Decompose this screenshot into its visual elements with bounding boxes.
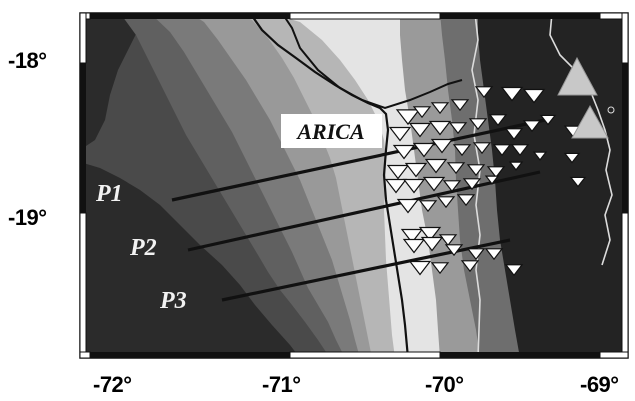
station-triangle bbox=[452, 144, 472, 157]
small-circle-marker bbox=[607, 106, 615, 114]
x-tick-label: -70° bbox=[425, 372, 464, 397]
station-triangle bbox=[522, 120, 542, 133]
station-triangle bbox=[532, 151, 548, 161]
station-triangle bbox=[510, 144, 530, 157]
station-triangle bbox=[456, 194, 476, 207]
station-triangle bbox=[386, 164, 410, 180]
station-triangle bbox=[384, 178, 408, 194]
station-triangle bbox=[484, 175, 500, 185]
station-triangle bbox=[420, 236, 444, 252]
station-triangle bbox=[504, 128, 524, 141]
station-triangle bbox=[396, 198, 420, 214]
station-triangle bbox=[446, 162, 466, 175]
station-triangle bbox=[408, 260, 432, 276]
station-triangle bbox=[569, 176, 587, 188]
coastline bbox=[249, 13, 410, 358]
profile-line-p1 bbox=[171, 118, 546, 202]
station-triangle bbox=[430, 262, 450, 275]
station-triangle bbox=[484, 248, 504, 261]
station-triangle bbox=[488, 114, 508, 127]
station-triangle bbox=[486, 166, 506, 179]
station-triangle bbox=[430, 102, 450, 115]
station-triangle bbox=[392, 144, 416, 160]
x-tick-label: -72° bbox=[93, 372, 132, 397]
profile-lines bbox=[171, 118, 546, 302]
city-label-box bbox=[281, 114, 382, 148]
profile-label-p3: P3 bbox=[159, 288, 187, 314]
station-triangle bbox=[522, 88, 546, 104]
station-triangle bbox=[492, 144, 512, 157]
map-frame bbox=[79, 12, 629, 359]
station-triangle bbox=[412, 142, 436, 158]
station-triangle bbox=[460, 260, 480, 273]
station-triangle bbox=[448, 122, 468, 135]
border-line bbox=[281, 13, 463, 110]
station-triangle bbox=[468, 118, 488, 131]
station-triangle bbox=[402, 238, 426, 254]
station-triangle bbox=[466, 248, 486, 261]
station-triangle bbox=[438, 234, 458, 247]
station-triangle bbox=[428, 120, 452, 136]
profile-label-p2: P2 bbox=[129, 235, 157, 261]
station-triangle bbox=[563, 152, 581, 164]
station-triangle bbox=[472, 142, 492, 155]
volcano-marker bbox=[571, 104, 609, 139]
profile-label-p1: P1 bbox=[95, 181, 123, 207]
station-triangle bbox=[508, 161, 524, 171]
station-triangle bbox=[504, 264, 524, 277]
station-triangle bbox=[412, 106, 432, 119]
city-label-arica: ARICA bbox=[295, 119, 364, 144]
station-triangle bbox=[408, 122, 432, 138]
station-triangle bbox=[388, 126, 412, 142]
station-markers bbox=[384, 86, 587, 277]
volcano-marker bbox=[557, 56, 598, 96]
station-triangle bbox=[539, 114, 557, 126]
border-line-far-east bbox=[549, 13, 613, 266]
station-triangle bbox=[395, 109, 421, 126]
station-triangle bbox=[500, 86, 524, 102]
x-tick-label: -71° bbox=[262, 372, 301, 397]
y-tick-label: -19° bbox=[8, 205, 47, 230]
x-tick-label: -69° bbox=[580, 372, 619, 397]
station-triangle bbox=[450, 99, 470, 112]
station-triangle bbox=[424, 158, 448, 174]
y-tick-label: -18° bbox=[8, 48, 47, 73]
station-triangle bbox=[402, 178, 426, 194]
station-triangle bbox=[474, 86, 494, 99]
station-triangle bbox=[418, 226, 442, 242]
station-triangle bbox=[462, 178, 482, 191]
station-triangle bbox=[436, 196, 456, 209]
map-area: ARICA P1 P2 P3 bbox=[80, 13, 628, 358]
station-triangle bbox=[442, 180, 462, 193]
station-triangle bbox=[430, 138, 454, 154]
station-triangle bbox=[422, 176, 446, 192]
station-triangle bbox=[404, 162, 428, 178]
station-triangle bbox=[418, 200, 438, 213]
profile-line-p2 bbox=[187, 170, 541, 252]
station-triangle bbox=[400, 228, 424, 244]
profile-line-p3 bbox=[221, 238, 511, 302]
station-triangle bbox=[466, 164, 486, 177]
station-triangle bbox=[444, 244, 464, 257]
